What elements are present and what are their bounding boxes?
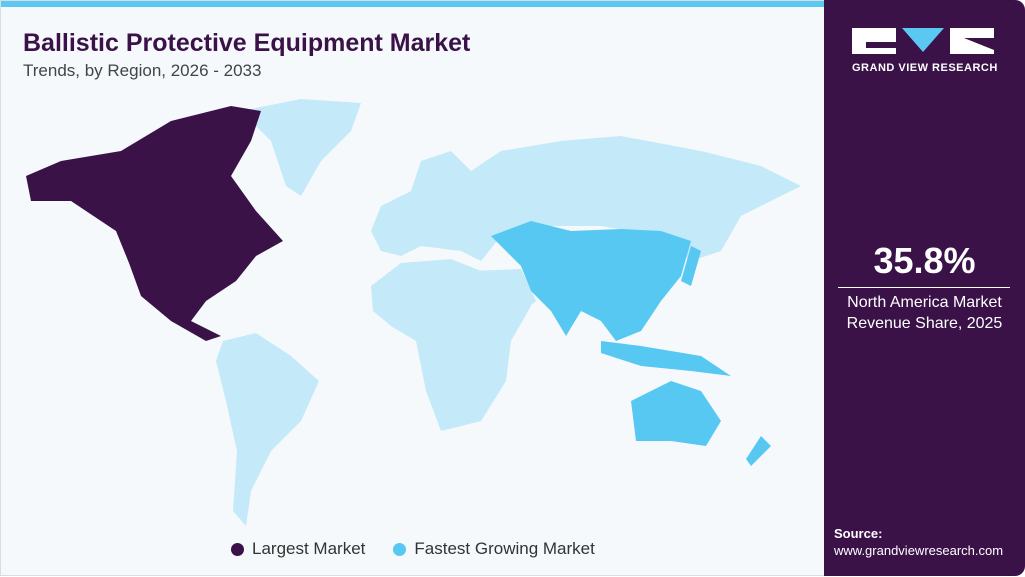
legend-label: Fastest Growing Market — [414, 539, 595, 558]
map-southeast-asia — [601, 341, 731, 376]
page-title: Ballistic Protective Equipment Market — [23, 29, 471, 57]
source-label: Source: — [834, 526, 883, 541]
sidebar: GRAND VIEW RESEARCH 35.8% North America … — [824, 0, 1025, 576]
source-link[interactable]: www.grandviewresearch.com — [834, 543, 1004, 558]
legend: Largest Market Fastest Growing Market — [231, 539, 595, 559]
stat-value: 35.8% — [873, 240, 976, 281]
legend-label: Largest Market — [252, 539, 366, 558]
map-middle-east — [471, 269, 536, 331]
page-subtitle: Trends, by Region, 2026 - 2033 — [23, 61, 262, 80]
map-asia-pacific — [491, 221, 691, 341]
map-japan — [681, 246, 701, 286]
map-south-america — [216, 333, 319, 526]
chart-area: Ballistic Protective Equipment Market Tr… — [0, 0, 825, 576]
logo-text: GRAND VIEW RESEARCH — [852, 62, 998, 74]
world-map — [26, 99, 801, 526]
stat-divider — [838, 287, 1010, 288]
map-australia — [631, 381, 721, 446]
map-greenland — [241, 99, 361, 196]
stat-label: North America Market Revenue Share, 2025 — [846, 294, 1003, 332]
legend-dot-icon — [231, 542, 244, 556]
legend-dot-icon — [393, 542, 407, 556]
top-accent-bar — [1, 1, 825, 7]
map-north-america — [26, 106, 283, 341]
legend-item-fastest: Fastest Growing Market — [393, 539, 595, 559]
map-europe-asia — [371, 136, 801, 261]
grand-view-research-logo-icon — [852, 28, 994, 54]
legend-item-largest: Largest Market — [231, 539, 365, 559]
map-new-zealand — [746, 436, 771, 466]
